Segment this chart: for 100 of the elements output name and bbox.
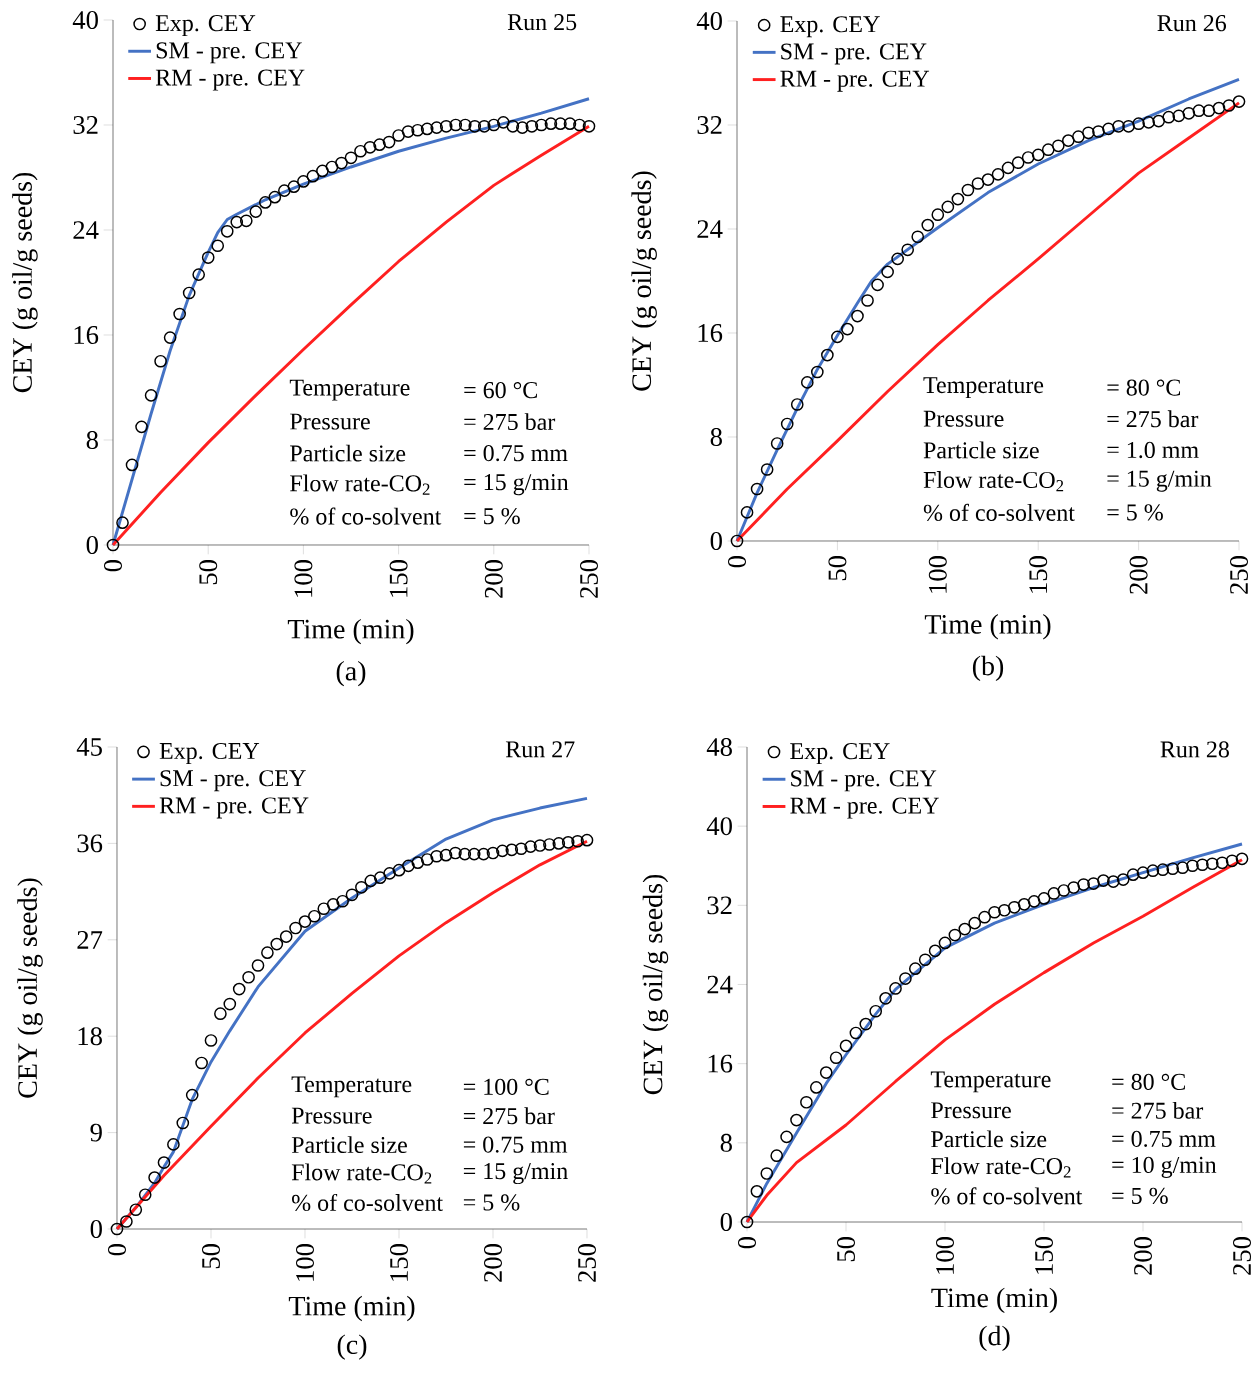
- x-tick-label: 100: [294, 560, 313, 597]
- point: [182, 286, 196, 300]
- x-tick-label: 50: [837, 1237, 855, 1262]
- point: [552, 837, 566, 850]
- x-tick-label: 50: [202, 1244, 220, 1269]
- legend-label: SM - pre. CEY: [160, 770, 306, 792]
- point: [326, 898, 340, 911]
- point: [487, 118, 501, 132]
- point: [486, 846, 500, 860]
- point: [232, 982, 246, 996]
- x-tick-label: 150: [390, 1244, 408, 1281]
- point: [1077, 878, 1090, 891]
- point: [1132, 117, 1145, 131]
- annotation: = 275 bar: [463, 1107, 555, 1125]
- point: [1087, 877, 1100, 890]
- point: [144, 389, 158, 402]
- point: [978, 910, 991, 924]
- x-tick-label: 50: [828, 556, 847, 581]
- annotation: Pressure: [923, 410, 1004, 427]
- y-tick-label: 24: [73, 221, 99, 239]
- point: [1235, 852, 1249, 866]
- y-tick-label: 0: [86, 536, 98, 554]
- y-tick-label: 9: [90, 1123, 102, 1142]
- point: [148, 1171, 161, 1184]
- point: [268, 190, 282, 204]
- point: [278, 184, 291, 197]
- point: [401, 125, 415, 138]
- annotation: Temperature: [923, 377, 1044, 398]
- y-tick-label: 40: [696, 12, 722, 30]
- point: [525, 119, 539, 133]
- point: [849, 1026, 863, 1040]
- y-tick-label: 8: [86, 431, 98, 449]
- point: [325, 160, 339, 174]
- x-tick-label: 0: [728, 556, 746, 568]
- point: [308, 909, 321, 923]
- x-tick-label: 250: [578, 1244, 596, 1282]
- point: [1152, 114, 1166, 128]
- point: [1172, 109, 1186, 123]
- annotation: = 15 g/min: [1107, 470, 1212, 492]
- legend-label: SM - pre. CEY: [781, 43, 927, 65]
- point: [869, 1004, 883, 1018]
- point: [316, 164, 329, 178]
- point: [1112, 119, 1125, 133]
- x-tick-label: 100: [936, 1237, 954, 1274]
- point: [891, 252, 904, 266]
- x-tick-label: 150: [1035, 1237, 1053, 1274]
- annotation: = 5 %: [463, 1194, 520, 1211]
- point: [1037, 892, 1051, 905]
- y-tick-label: 27: [77, 930, 103, 949]
- point: [1051, 139, 1065, 153]
- point: [948, 928, 962, 942]
- point: [533, 839, 547, 852]
- point: [1166, 862, 1180, 876]
- point: [306, 169, 320, 183]
- point: [841, 322, 854, 336]
- point: [871, 278, 884, 292]
- chart-title: Run 27: [505, 741, 575, 758]
- chart-title: Run 28: [1160, 741, 1229, 758]
- legend-label: RM - pre. CEY: [790, 797, 939, 819]
- point: [176, 1116, 190, 1130]
- x-tick-label: 50: [199, 560, 218, 585]
- point: [790, 398, 804, 411]
- point: [819, 1066, 833, 1079]
- point: [770, 1149, 784, 1163]
- point: [249, 205, 263, 218]
- annotation: = 80 °C: [1107, 379, 1181, 396]
- annotation: Flow rate-CO$_{2}$: [290, 474, 430, 495]
- point: [908, 962, 922, 975]
- legend-label: Exp. CEY: [155, 15, 256, 37]
- point: [1031, 148, 1045, 162]
- x-tick-label: 250: [1230, 556, 1248, 594]
- point: [230, 215, 244, 229]
- legend-label: SM - pre. CEY: [156, 42, 302, 64]
- point: [573, 118, 586, 132]
- point: [809, 1081, 823, 1094]
- point: [1122, 119, 1135, 133]
- y-tick-label: 0: [90, 1220, 102, 1238]
- y-tick-label: 0: [720, 1213, 732, 1231]
- point: [298, 915, 312, 928]
- point: [287, 180, 301, 194]
- annotation: = 1.0 mm: [1107, 441, 1199, 459]
- annotation: Particle size: [931, 1130, 1047, 1148]
- point: [1232, 95, 1246, 108]
- y-tick-label: 8: [710, 428, 722, 446]
- text: (b): [972, 655, 1004, 682]
- point: [223, 997, 237, 1011]
- point: [258, 196, 272, 209]
- y-axis-title: CEY (g oil/g seeds): [642, 874, 669, 1095]
- point: [1102, 122, 1115, 136]
- y-tick-label: 0: [710, 532, 722, 550]
- point: [941, 200, 955, 214]
- annotation: = 60 °C: [464, 382, 537, 399]
- point: [961, 183, 975, 197]
- point: [1017, 898, 1031, 911]
- point: [363, 140, 377, 154]
- point: [402, 859, 415, 873]
- point: [355, 880, 368, 894]
- point: [1146, 864, 1160, 878]
- point: [1182, 106, 1196, 120]
- point: [1212, 101, 1226, 115]
